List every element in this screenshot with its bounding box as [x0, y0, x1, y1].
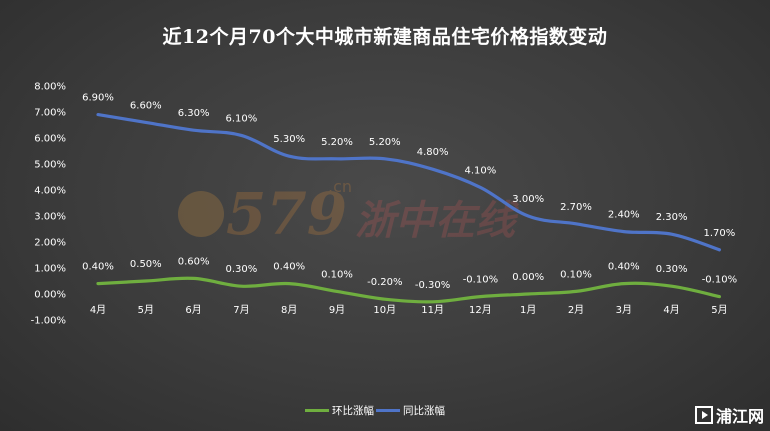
series-line-yoy — [96, 113, 721, 252]
x-tick-label: 4月 — [663, 304, 679, 316]
chart-title: 近12个月70个大中城市新建商品住宅价格指数变动 — [162, 26, 608, 48]
legend-swatch-mom — [305, 408, 329, 412]
y-tick-label: 7.00% — [34, 108, 66, 119]
x-tick-label: 1月 — [520, 304, 536, 316]
data-label-mom: 0.40% — [82, 262, 114, 273]
y-tick-label: -1.00% — [31, 316, 66, 327]
y-axis: 8.00% 7.00% 6.00% 5.00% 4.00% 3.00% 2.00% 1.00%… — [31, 82, 66, 327]
y-tick-label: 4.00% — [34, 186, 66, 197]
data-label-yoy: 6.60% — [130, 100, 162, 111]
brand-name: 浦江网 — [715, 407, 764, 426]
legend: 环比涨幅 同比涨幅 — [305, 403, 447, 417]
data-label-yoy: 4.80% — [417, 147, 449, 158]
x-tick-label: 6月 — [185, 304, 201, 316]
data-label-mom: -0.10% — [702, 275, 737, 286]
data-label-mom: 0.10% — [321, 269, 353, 280]
legend-label-mom: 环比涨幅 — [332, 404, 374, 417]
data-label-yoy: 3.00% — [512, 194, 544, 205]
series-line-mom — [96, 276, 721, 304]
x-tick-label: 5月 — [138, 304, 154, 316]
y-tick-label: 6.00% — [34, 134, 66, 145]
data-label-yoy: 2.30% — [656, 212, 688, 223]
x-tick-label: 11月 — [421, 304, 444, 316]
data-label-mom: 0.50% — [130, 259, 162, 270]
data-label-mom: 0.30% — [226, 264, 258, 275]
data-label-yoy: 5.30% — [273, 134, 305, 145]
data-label-yoy: 6.10% — [226, 113, 258, 124]
y-tick-label: 0.00% — [34, 290, 66, 301]
data-label-mom: 0.10% — [560, 269, 592, 280]
data-label-yoy: 2.40% — [608, 210, 640, 221]
x-tick-label: 10月 — [373, 304, 396, 316]
y-tick-label: 8.00% — [34, 82, 66, 93]
x-tick-label: 2月 — [568, 304, 584, 316]
data-label-mom: -0.30% — [415, 280, 450, 291]
data-label-mom: -0.10% — [463, 275, 498, 286]
x-axis: 4月 5月 6月 7月 8月 9月 10月 11月 12月 1月 2月 3月 4月 5月 — [90, 304, 728, 316]
data-label-yoy: 4.10% — [465, 165, 497, 176]
data-label-mom: 0.00% — [512, 272, 544, 283]
legend-swatch-yoy — [376, 408, 400, 412]
y-tick-label: 3.00% — [34, 212, 66, 223]
x-tick-label: 5月 — [711, 304, 727, 316]
y-tick-label: 5.00% — [34, 160, 66, 171]
data-labels: 0.40% 0.50% 0.60% 0.30% 0.40% 0.10% -0.20% -0.3… — [82, 93, 737, 291]
series-lines — [96, 113, 721, 304]
data-label-mom: 0.60% — [178, 256, 210, 267]
legend-label-yoy: 同比涨幅 — [403, 404, 445, 417]
y-tick-label: 2.00% — [34, 238, 66, 249]
data-label-yoy: 1.70% — [704, 228, 736, 239]
x-tick-label: 9月 — [329, 304, 345, 316]
play-logo-icon — [694, 406, 713, 424]
data-label-yoy: 5.20% — [369, 137, 401, 148]
legend-item-mom: 环比涨幅 — [305, 403, 374, 418]
data-label-mom: 0.40% — [608, 262, 640, 273]
data-label-yoy: 5.20% — [321, 137, 353, 148]
x-tick-label: 12月 — [469, 304, 492, 316]
x-tick-label: 8月 — [281, 304, 297, 316]
data-label-mom: -0.20% — [367, 277, 402, 288]
y-tick-label: 1.00% — [34, 264, 66, 275]
data-label-yoy: 2.70% — [560, 202, 592, 213]
data-label-yoy: 6.30% — [178, 108, 210, 119]
brand-watermark: 浦江网 — [694, 403, 764, 427]
x-tick-label: 4月 — [90, 304, 106, 316]
data-label-mom: 0.30% — [656, 264, 688, 275]
x-tick-label: 3月 — [616, 304, 632, 316]
data-label-yoy: 6.90% — [82, 93, 114, 104]
data-label-mom: 0.40% — [273, 262, 305, 273]
x-tick-label: 7月 — [233, 304, 249, 316]
legend-item-yoy: 同比涨幅 — [376, 403, 445, 418]
